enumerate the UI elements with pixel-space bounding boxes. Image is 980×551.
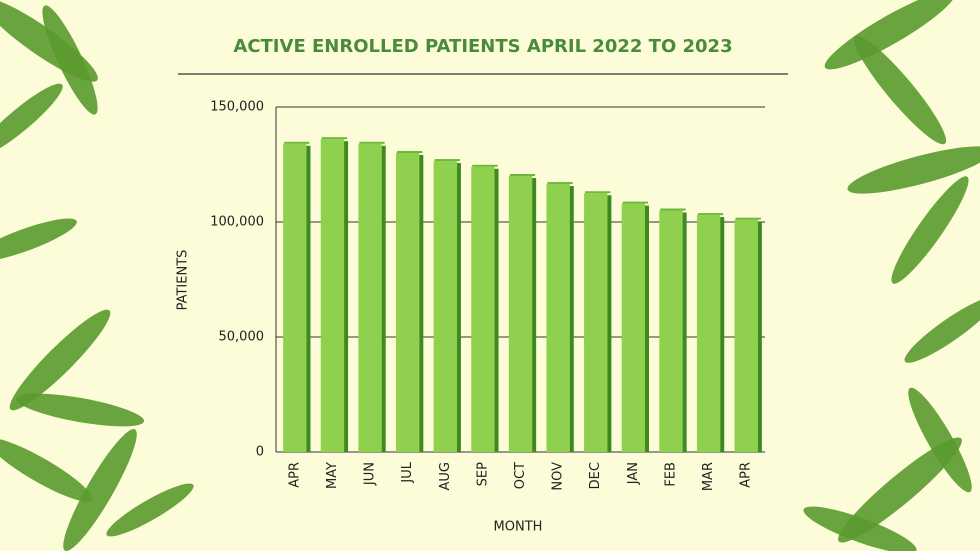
x-tick-label: OCT <box>513 462 528 489</box>
y-tick-label: 0 <box>256 445 264 460</box>
x-tick-label: SEP <box>475 462 490 486</box>
bar-side <box>720 217 725 452</box>
bar-side <box>682 212 687 452</box>
x-tick-label: MAY <box>325 462 340 489</box>
x-tick-label: APR <box>287 462 302 488</box>
x-tick-label: JUL <box>400 461 415 483</box>
bar-top <box>472 164 498 167</box>
y-tick-label: 100,000 <box>210 215 264 230</box>
bar-top <box>735 217 761 220</box>
bar-top <box>321 137 348 140</box>
bar <box>584 193 608 452</box>
x-tick-label: FEB <box>663 462 678 487</box>
bar-top <box>434 159 460 162</box>
bar <box>621 203 646 452</box>
bar <box>546 184 570 453</box>
bar <box>696 215 721 452</box>
bar <box>471 166 495 453</box>
bar <box>734 219 758 452</box>
bar <box>433 161 457 453</box>
bar <box>659 210 683 452</box>
bar-top <box>547 182 573 185</box>
bar <box>508 176 533 452</box>
bar <box>395 153 420 452</box>
bar-top <box>697 213 724 216</box>
bar-top <box>359 141 385 144</box>
bar <box>358 143 382 453</box>
bar-side <box>494 168 499 453</box>
bar-side <box>645 205 650 452</box>
bar-side <box>456 163 461 453</box>
bar <box>283 143 307 453</box>
bar <box>320 139 345 452</box>
x-tick-label: AUG <box>438 462 453 490</box>
bar-side <box>306 145 311 453</box>
bar-top <box>284 141 310 144</box>
x-tick-label: DEC <box>588 462 603 489</box>
y-tick-label: 50,000 <box>219 330 265 345</box>
x-tick-label: APR <box>739 462 754 488</box>
bar-top <box>622 201 649 204</box>
bar-top <box>660 208 686 211</box>
bar-side <box>532 178 537 452</box>
bar-side <box>419 155 424 452</box>
x-axis-label: MONTH <box>494 520 543 535</box>
x-tick-label: JUN <box>363 462 378 486</box>
bar-side <box>381 145 386 453</box>
bar-top <box>585 191 611 194</box>
bar-top <box>396 151 423 153</box>
bar-side <box>344 141 349 452</box>
x-tick-label: NOV <box>551 462 566 491</box>
y-axis-label: PATIENTS <box>176 250 191 311</box>
chart-title: ACTIVE ENROLLED PATIENTS APRIL 2022 TO 2… <box>233 36 732 57</box>
bar-top <box>509 174 536 176</box>
bar-side <box>757 221 762 452</box>
bar-side <box>607 195 612 452</box>
y-tick-label: 150,000 <box>210 100 264 115</box>
x-tick-label: JAN <box>626 462 641 485</box>
x-tick-label: MAR <box>701 462 716 491</box>
bar-side <box>569 186 574 453</box>
